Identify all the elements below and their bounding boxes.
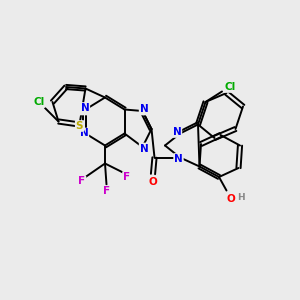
Text: N: N [172,127,182,137]
Text: F: F [123,172,130,182]
Text: N: N [80,128,88,139]
Text: S: S [76,121,83,131]
Text: N: N [174,154,183,164]
Text: N: N [80,103,89,113]
Text: O: O [226,194,235,204]
Text: N: N [140,143,148,154]
Text: N: N [140,104,148,115]
Text: F: F [78,176,85,187]
Text: O: O [148,177,158,188]
Text: F: F [103,186,110,196]
Text: N: N [80,104,88,115]
Text: Cl: Cl [33,97,45,107]
Text: H: H [237,193,244,202]
Text: Cl: Cl [224,82,236,92]
